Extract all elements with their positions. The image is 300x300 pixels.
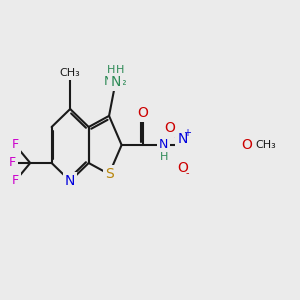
Text: CH₃: CH₃ xyxy=(60,68,80,78)
Text: NH₂: NH₂ xyxy=(104,75,128,88)
Text: S: S xyxy=(105,167,113,181)
Text: H: H xyxy=(107,64,115,75)
Text: F: F xyxy=(8,157,16,169)
Text: O: O xyxy=(177,161,188,175)
Text: H: H xyxy=(116,64,124,75)
Text: N: N xyxy=(65,174,75,188)
Text: N: N xyxy=(177,132,188,146)
Text: O: O xyxy=(164,121,175,135)
Text: N: N xyxy=(159,139,168,152)
Text: O: O xyxy=(242,138,252,152)
Text: O: O xyxy=(138,106,148,120)
Text: -: - xyxy=(186,168,189,178)
Text: CH₃: CH₃ xyxy=(256,140,277,150)
Text: +: + xyxy=(183,128,191,138)
Text: H: H xyxy=(160,152,168,162)
Text: F: F xyxy=(12,175,19,188)
Text: N: N xyxy=(110,75,121,88)
Text: F: F xyxy=(12,139,19,152)
